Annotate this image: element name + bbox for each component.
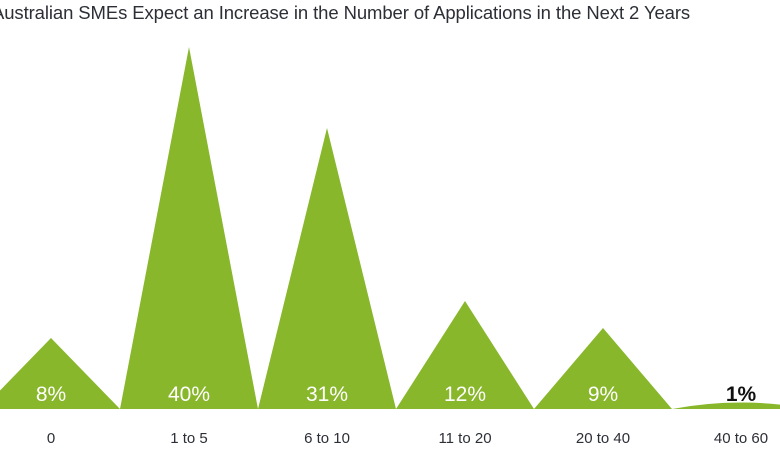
peak-11-to-20 [396,301,534,409]
value-label-40-to-60: 1% [725,383,757,406]
chart-title: Australian SMEs Expect an Increase in th… [0,2,691,23]
peak-40-to-60 [672,402,780,409]
peak-6-to-10 [258,128,396,409]
category-label-40-to-60: 40 to 60 [713,430,769,447]
value-label-11-to-20: 12% [443,383,487,406]
peak-1-to-5 [120,47,258,409]
category-label-11-to-20: 11 to 20 [438,430,492,447]
peak-20-to-40 [534,328,672,409]
category-label-1-to-5: 1 to 5 [170,430,208,447]
category-label-20-to-40: 20 to 40 [575,430,631,447]
value-label-0: 8% [35,383,67,406]
category-label-0: 0 [46,430,56,447]
value-label-20-to-40: 9% [587,383,619,406]
value-label-1-to-5: 40% [167,383,211,406]
peak-0 [0,338,120,409]
value-label-6-to-10: 31% [305,383,349,406]
category-label-6-to-10: 6 to 10 [304,430,350,447]
